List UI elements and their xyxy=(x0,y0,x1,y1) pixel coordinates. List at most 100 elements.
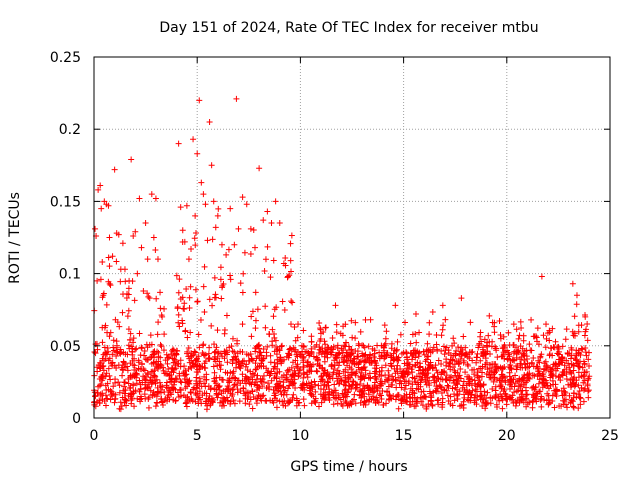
y-axis-ticks: 0 0.05 0.1 0.15 0.2 0.25 xyxy=(50,50,610,427)
data-point xyxy=(378,352,385,359)
data-point xyxy=(223,251,230,258)
data-point xyxy=(223,386,230,393)
data-point xyxy=(304,374,311,381)
y-tick-label: 0.15 xyxy=(50,194,81,210)
data-point xyxy=(164,394,171,401)
data-point xyxy=(92,225,99,232)
data-point xyxy=(96,397,103,404)
data-point xyxy=(486,338,493,345)
data-point xyxy=(106,372,113,379)
data-point xyxy=(513,344,520,351)
data-point xyxy=(502,377,509,384)
data-point xyxy=(192,242,199,249)
data-point xyxy=(240,270,247,277)
data-point xyxy=(388,345,395,352)
data-point xyxy=(317,326,324,333)
data-point xyxy=(162,357,169,364)
data-point xyxy=(365,343,372,350)
data-point xyxy=(237,365,244,372)
data-point xyxy=(182,367,189,374)
data-point xyxy=(454,373,461,380)
data-point xyxy=(466,349,473,356)
data-point xyxy=(512,402,519,409)
data-point xyxy=(308,368,315,375)
data-point xyxy=(376,371,383,378)
data-point xyxy=(137,393,144,400)
data-point xyxy=(553,361,560,368)
data-point xyxy=(213,344,220,351)
data-point xyxy=(262,256,269,263)
data-point xyxy=(467,319,474,326)
data-point xyxy=(582,385,589,392)
data-point xyxy=(460,357,467,364)
data-point xyxy=(150,234,157,241)
data-point xyxy=(378,378,385,385)
data-point xyxy=(137,366,144,373)
data-point xyxy=(299,355,306,362)
data-point xyxy=(173,272,180,279)
data-point xyxy=(473,401,480,408)
data-point xyxy=(203,406,210,413)
data-point xyxy=(247,225,254,232)
data-point xyxy=(551,404,558,411)
data-point xyxy=(546,351,553,358)
data-point xyxy=(342,366,349,373)
data-point xyxy=(164,370,171,377)
data-point xyxy=(546,337,553,344)
data-point xyxy=(211,369,218,376)
data-point xyxy=(458,349,465,356)
data-point xyxy=(353,368,360,375)
data-point xyxy=(131,403,138,410)
data-point xyxy=(300,364,307,371)
data-point xyxy=(141,348,148,355)
data-point xyxy=(120,291,127,298)
data-point xyxy=(519,387,526,394)
data-point xyxy=(429,348,436,355)
data-point xyxy=(266,372,273,379)
data-point xyxy=(533,398,540,405)
data-point xyxy=(434,385,441,392)
data-point xyxy=(506,369,513,376)
data-point xyxy=(107,376,114,383)
data-point xyxy=(291,376,298,383)
data-point xyxy=(290,359,297,366)
data-point xyxy=(441,387,448,394)
data-point xyxy=(544,390,551,397)
data-point xyxy=(192,357,199,364)
data-point xyxy=(229,387,236,394)
data-point xyxy=(231,374,238,381)
data-point xyxy=(438,332,445,339)
data-point xyxy=(113,364,120,371)
data-point xyxy=(366,396,373,403)
data-point xyxy=(532,333,539,340)
data-point xyxy=(227,205,234,212)
data-point xyxy=(331,357,338,364)
data-point xyxy=(349,378,356,385)
data-point xyxy=(439,404,446,411)
data-point xyxy=(280,383,287,390)
data-point xyxy=(103,301,110,308)
data-point xyxy=(157,289,164,296)
data-point xyxy=(211,274,218,281)
data-point xyxy=(517,318,524,325)
data-point xyxy=(544,330,551,337)
data-point xyxy=(472,397,479,404)
data-point xyxy=(300,327,307,334)
data-point xyxy=(438,360,445,367)
data-point xyxy=(493,363,500,370)
data-point xyxy=(115,231,122,238)
data-point xyxy=(204,237,211,244)
data-point xyxy=(530,355,537,362)
data-point xyxy=(498,393,505,400)
data-point xyxy=(544,382,551,389)
data-point xyxy=(324,378,331,385)
data-point xyxy=(136,195,143,202)
data-point xyxy=(121,390,128,397)
data-point xyxy=(468,391,475,398)
data-point xyxy=(434,397,441,404)
data-point xyxy=(491,323,498,330)
data-point xyxy=(248,313,255,320)
data-point xyxy=(571,313,578,320)
data-point xyxy=(498,385,505,392)
